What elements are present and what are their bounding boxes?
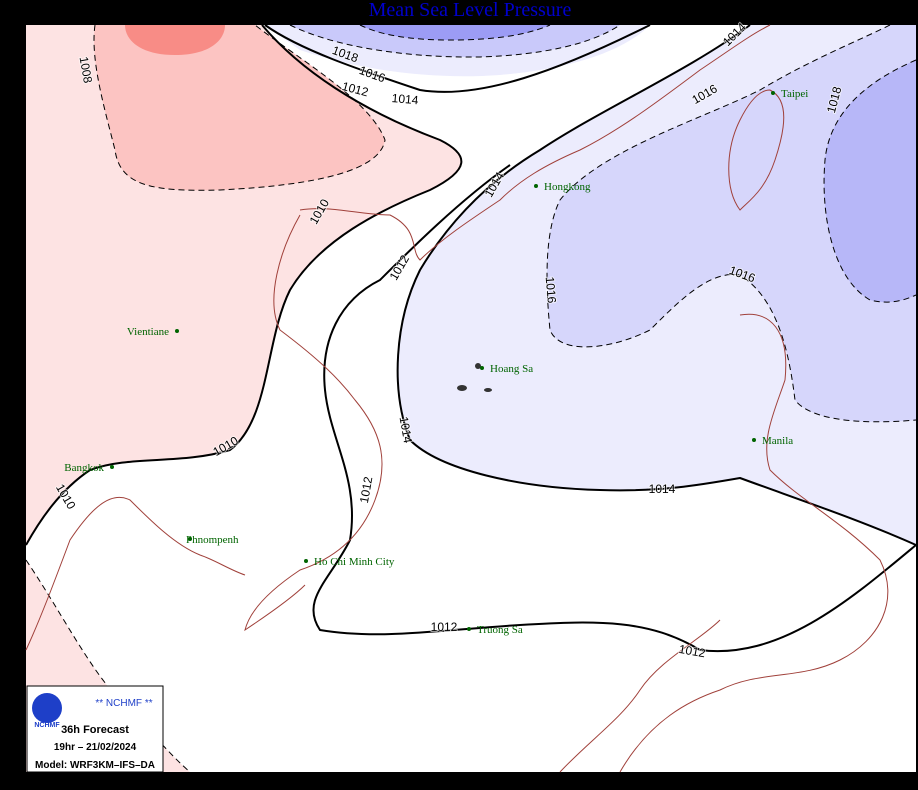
isobar-label: 1012 [357, 475, 375, 504]
low-1008 [94, 25, 386, 191]
isobar-1014-north [264, 24, 651, 93]
isobar-1008 [93, 24, 386, 191]
place-marker [480, 366, 484, 370]
place-marker [467, 627, 471, 631]
isobar-1018-north [359, 24, 551, 41]
isobar-1012 [25, 24, 463, 546]
agency: ** NCHMF ** [95, 698, 152, 709]
isobar-1018 [823, 59, 917, 303]
low-1006 [125, 25, 225, 55]
place-label: Manila [762, 435, 793, 447]
place-label: Hoang Sa [490, 363, 533, 375]
isobar-1016 [546, 24, 917, 423]
model: Model: WRF3KM–IFS–DA [35, 760, 155, 771]
island [484, 388, 492, 392]
isobar-label: 1014 [649, 482, 676, 496]
coast-borneo [559, 619, 721, 773]
isobar-1012-east [312, 164, 917, 653]
place-label: Phnompenh [186, 534, 239, 546]
coast-taiwan [728, 89, 785, 211]
isobar-label: 1012 [431, 620, 458, 634]
coast-vietnam [244, 214, 383, 632]
place-marker [175, 329, 179, 333]
place-marker [110, 465, 114, 469]
isobar-label: 1008 [77, 55, 95, 84]
logo-text: NCHMF [34, 722, 60, 729]
isobar-label: 1014 [397, 415, 415, 444]
isobar-label: 1014 [391, 91, 419, 107]
place-label: Ho Chi Minh City [314, 556, 395, 568]
coast-philippines [619, 313, 889, 773]
isobar-label: 1012 [678, 642, 707, 660]
place-label: Hongkong [544, 181, 591, 193]
map-title: Mean Sea Level Pressure [369, 0, 572, 21]
isobars [25, 24, 917, 773]
high-1018 [824, 60, 916, 303]
place-marker [534, 184, 538, 188]
island [457, 385, 467, 391]
isobar-1016-north [289, 24, 621, 58]
logo [32, 693, 62, 723]
info-box: NCHMF ** NCHMF ** 36h Forecast 19hr – 21… [26, 685, 164, 773]
islands [457, 363, 492, 392]
island [475, 363, 481, 369]
high-1016 [547, 25, 916, 422]
place-label: Taipei [781, 88, 808, 100]
forecast: 36h Forecast [61, 724, 129, 736]
place-label: Vientiane [127, 326, 169, 338]
isobar-label: 1016 [543, 276, 559, 304]
place-marker [771, 91, 775, 95]
place-marker [188, 537, 192, 541]
place-label: Bangkok [64, 462, 104, 474]
place-marker [304, 559, 308, 563]
place-marker [752, 438, 756, 442]
valid-time: 19hr – 21/02/2024 [54, 742, 137, 753]
high-1016-north [290, 25, 620, 58]
high-1018-north [360, 25, 550, 40]
isobar-1014 [396, 24, 917, 546]
coastlines [25, 24, 889, 773]
coast-asia [299, 24, 771, 261]
coast-gulf-thailand [25, 496, 246, 651]
place-label: Truong Sa [477, 624, 523, 636]
